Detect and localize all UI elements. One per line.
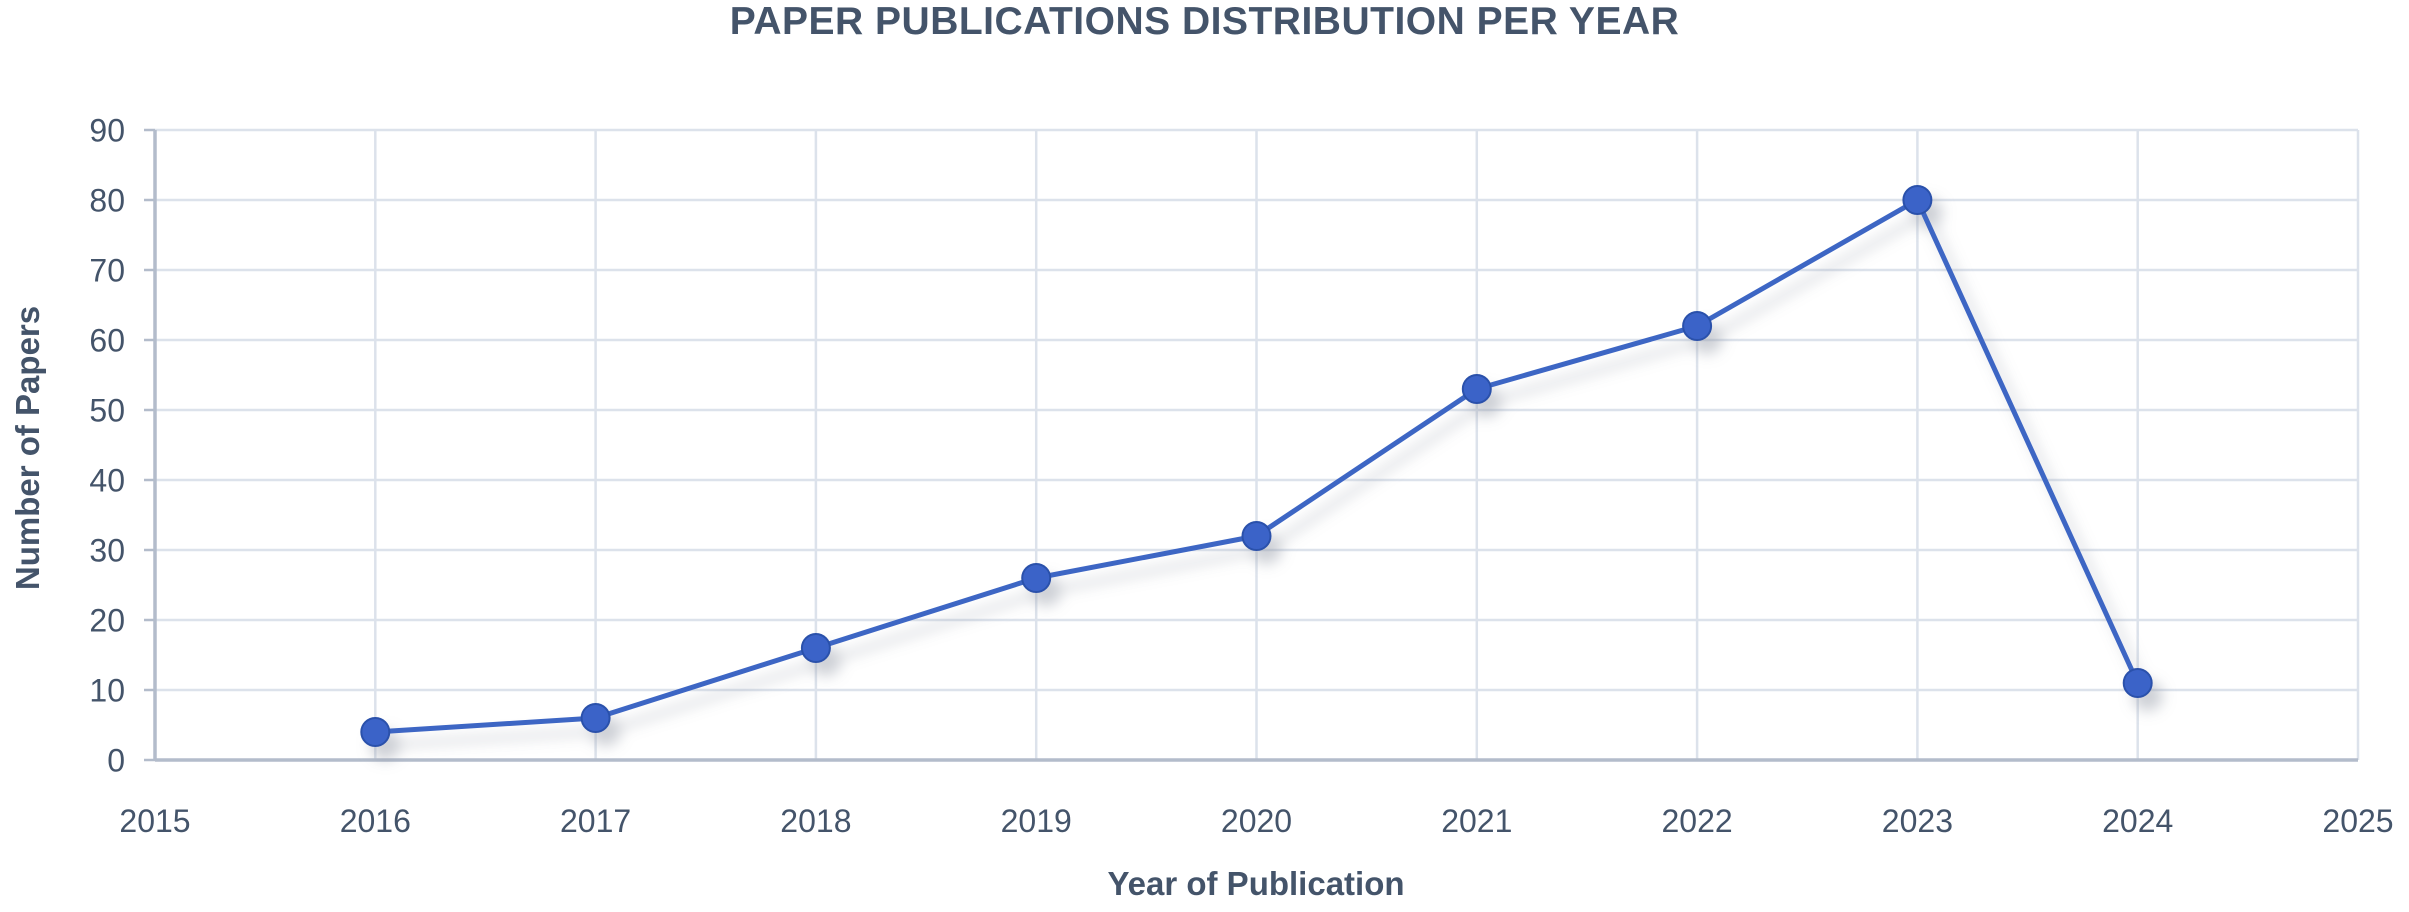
y-tick-label: 30 — [89, 533, 125, 569]
x-tick-label: 2015 — [119, 803, 190, 839]
data-point-2024 — [2122, 668, 2153, 698]
y-tick-label: 20 — [89, 603, 125, 639]
data-point-2016 — [360, 717, 391, 747]
x-tick-label: 2019 — [1001, 803, 1072, 839]
data-point-2020 — [1241, 521, 1272, 551]
y-tick-label: 40 — [89, 463, 125, 499]
y-tick-label: 60 — [89, 323, 125, 359]
x-tick-label: 2021 — [1441, 803, 1512, 839]
x-tick-label: 2017 — [560, 803, 631, 839]
data-point-2019 — [1021, 563, 1052, 593]
data-point-2022 — [1682, 311, 1713, 341]
y-tick-label: 0 — [107, 743, 125, 779]
x-tick-label: 2018 — [780, 803, 851, 839]
data-point-2017 — [580, 703, 611, 733]
y-tick-label: 50 — [89, 393, 125, 429]
data-point-2021 — [1461, 374, 1492, 404]
data-point-2023 — [1902, 185, 1933, 215]
x-tick-label: 2020 — [1221, 803, 1292, 839]
x-tick-label: 2025 — [2322, 803, 2393, 839]
data-point-2018 — [800, 633, 831, 663]
x-tick-label: 2024 — [2102, 803, 2173, 839]
chart-title: PAPER PUBLICATIONS DISTRIBUTION PER YEAR — [729, 0, 1680, 43]
x-tick-label: 2016 — [340, 803, 411, 839]
y-tick-label: 10 — [89, 673, 125, 709]
series-group — [360, 185, 2153, 747]
x-tick-label: 2022 — [1662, 803, 1733, 839]
y-tick-label: 70 — [89, 253, 125, 289]
y-tick-label: 90 — [89, 113, 125, 149]
x-axis-title: Year of Publication — [1107, 865, 1405, 902]
x-tick-label: 2023 — [1882, 803, 1953, 839]
y-tick-label: 80 — [89, 183, 125, 219]
